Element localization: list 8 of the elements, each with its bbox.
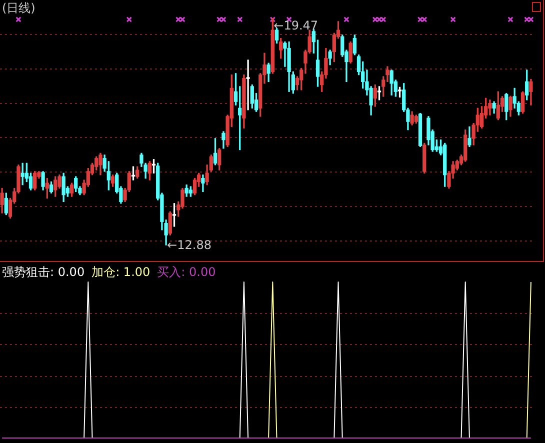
- series-label: 强势狙击: 0.00: [2, 265, 85, 279]
- annotation: ←12.88: [167, 238, 212, 252]
- candlestick: [20, 162, 24, 186]
- text: 加仓: 1.00: [92, 265, 150, 279]
- annotation: ←19.47: [274, 18, 318, 33]
- text: 买入: 0.00: [157, 265, 216, 279]
- chart-title: (日线): [2, 1, 36, 15]
- candlestick: [246, 60, 250, 110]
